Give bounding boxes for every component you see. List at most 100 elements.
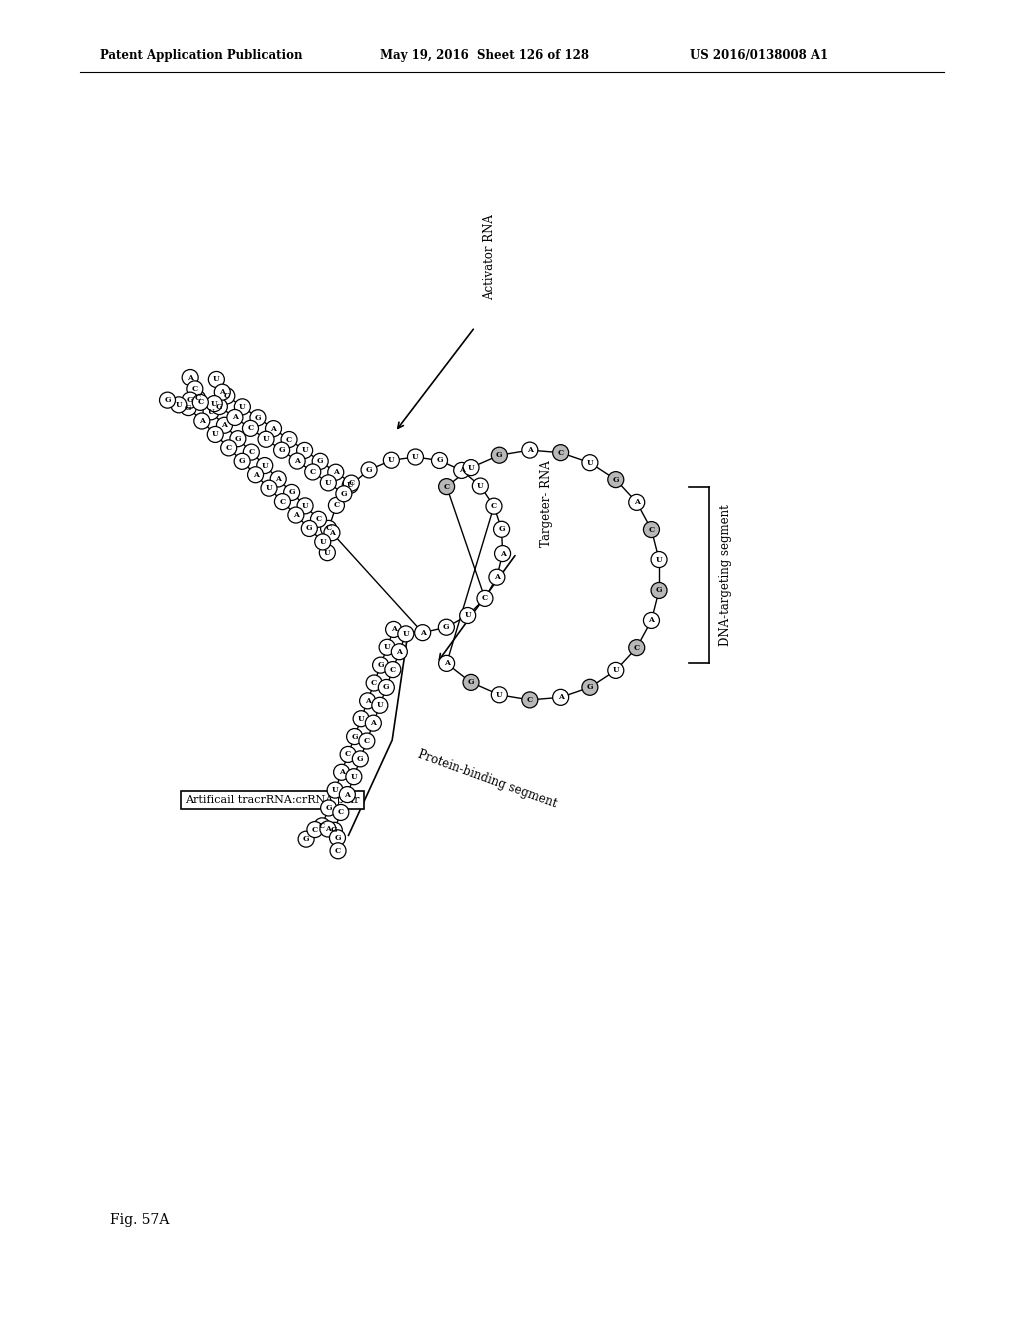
- Text: C: C: [280, 498, 286, 506]
- Text: A: A: [371, 719, 376, 727]
- Circle shape: [180, 400, 197, 416]
- Text: U: U: [388, 457, 394, 465]
- Text: U: U: [239, 403, 246, 411]
- Circle shape: [361, 462, 377, 478]
- Text: A: A: [329, 529, 335, 537]
- Text: C: C: [315, 515, 322, 523]
- Text: A: A: [344, 791, 350, 799]
- Text: G: G: [303, 836, 309, 843]
- Circle shape: [333, 804, 349, 821]
- Circle shape: [193, 395, 208, 411]
- Circle shape: [288, 507, 304, 523]
- Circle shape: [171, 397, 186, 413]
- Text: U: U: [612, 667, 620, 675]
- Text: A: A: [219, 388, 225, 396]
- Text: C: C: [390, 665, 396, 673]
- Circle shape: [352, 751, 369, 767]
- Text: Activator RNA: Activator RNA: [483, 214, 497, 300]
- Text: G: G: [357, 755, 364, 763]
- Text: A: A: [558, 693, 563, 701]
- Circle shape: [329, 498, 344, 513]
- Text: U: U: [402, 630, 410, 638]
- Text: U: U: [208, 408, 214, 416]
- Text: A: A: [221, 421, 227, 429]
- Text: U: U: [655, 556, 663, 564]
- Circle shape: [342, 478, 358, 494]
- Text: U: U: [213, 375, 220, 383]
- Circle shape: [582, 680, 598, 696]
- Text: C: C: [338, 808, 344, 817]
- Text: U: U: [357, 714, 365, 723]
- Text: U: U: [468, 463, 474, 471]
- Text: A: A: [443, 660, 450, 668]
- Text: Artificail tracrRNA:crRNA pair: Artificail tracrRNA:crRNA pair: [185, 795, 359, 805]
- Text: G: G: [185, 404, 191, 412]
- Circle shape: [359, 693, 376, 709]
- Text: G: G: [436, 457, 442, 465]
- Circle shape: [207, 426, 223, 442]
- Circle shape: [336, 486, 352, 502]
- Circle shape: [553, 689, 568, 705]
- Text: C: C: [248, 447, 254, 457]
- Text: G: G: [377, 661, 384, 669]
- Circle shape: [330, 830, 345, 846]
- Text: C: C: [326, 524, 332, 532]
- Circle shape: [297, 498, 313, 513]
- Circle shape: [189, 391, 206, 407]
- Text: A: A: [459, 466, 465, 474]
- Circle shape: [463, 675, 479, 690]
- Circle shape: [522, 692, 538, 708]
- Text: A: A: [391, 626, 396, 634]
- Text: C: C: [334, 502, 340, 510]
- Circle shape: [492, 686, 507, 702]
- Text: G: G: [334, 834, 341, 842]
- Text: C: C: [223, 392, 229, 400]
- Text: G: G: [351, 733, 358, 741]
- Text: DNA-targeting segment: DNA-targeting segment: [719, 504, 732, 645]
- Circle shape: [321, 800, 337, 816]
- Circle shape: [321, 475, 336, 491]
- Circle shape: [477, 590, 493, 606]
- Text: C: C: [348, 479, 354, 487]
- Circle shape: [367, 675, 382, 690]
- Circle shape: [343, 475, 359, 491]
- Circle shape: [160, 392, 175, 408]
- Text: G: G: [186, 396, 194, 404]
- Circle shape: [328, 465, 344, 480]
- Circle shape: [234, 399, 251, 414]
- Text: C: C: [371, 678, 377, 686]
- Text: Patent Application Publication: Patent Application Publication: [100, 49, 302, 62]
- Circle shape: [234, 453, 250, 470]
- Text: G: G: [468, 678, 474, 686]
- Circle shape: [265, 421, 282, 437]
- Text: A: A: [253, 471, 258, 479]
- Text: U: U: [477, 482, 483, 490]
- Circle shape: [486, 498, 502, 515]
- Text: C: C: [526, 696, 532, 704]
- Text: G: G: [587, 684, 593, 692]
- Text: C: C: [364, 737, 370, 744]
- Text: C: C: [490, 502, 497, 510]
- Circle shape: [415, 624, 431, 640]
- Circle shape: [314, 533, 331, 550]
- Text: U: U: [319, 539, 326, 546]
- Text: G: G: [612, 475, 620, 483]
- Text: G: G: [234, 434, 242, 442]
- Text: Protein-binding segment: Protein-binding segment: [416, 747, 558, 810]
- Circle shape: [219, 388, 234, 404]
- Circle shape: [250, 409, 266, 426]
- Text: G: G: [383, 684, 390, 692]
- Text: A: A: [648, 616, 654, 624]
- Circle shape: [431, 453, 447, 469]
- Circle shape: [274, 494, 291, 510]
- Circle shape: [258, 432, 274, 447]
- Text: U: U: [301, 446, 308, 454]
- Circle shape: [472, 478, 488, 494]
- Text: G: G: [316, 457, 324, 466]
- Text: G: G: [289, 488, 295, 496]
- Circle shape: [488, 569, 505, 585]
- Text: G: G: [655, 586, 663, 594]
- Circle shape: [203, 404, 219, 420]
- Text: C: C: [335, 847, 341, 855]
- Text: U: U: [464, 611, 471, 619]
